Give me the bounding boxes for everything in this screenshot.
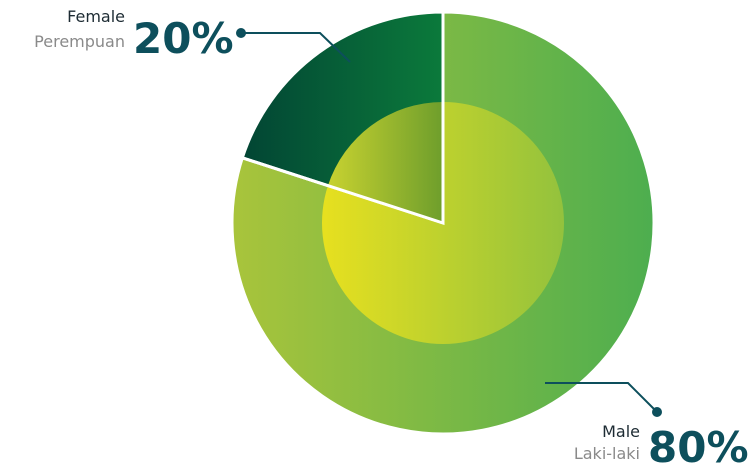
leader-line (545, 382, 658, 413)
leader-dot (652, 407, 662, 417)
value-label: 80% (648, 423, 748, 468)
subcategory-label: Laki-laki (574, 444, 640, 463)
category-label: Female (67, 7, 125, 26)
pie (230, 10, 656, 436)
labels: Male Laki-laki 80% Female Perempuan 20% (34, 7, 748, 468)
leader-line (241, 32, 351, 63)
category-label: Male (602, 422, 640, 441)
subcategory-label: Perempuan (34, 32, 125, 51)
value-label: 20% (133, 14, 234, 63)
inner-slice (327, 102, 443, 223)
leader-dot (236, 28, 246, 38)
separator (241, 156, 444, 225)
